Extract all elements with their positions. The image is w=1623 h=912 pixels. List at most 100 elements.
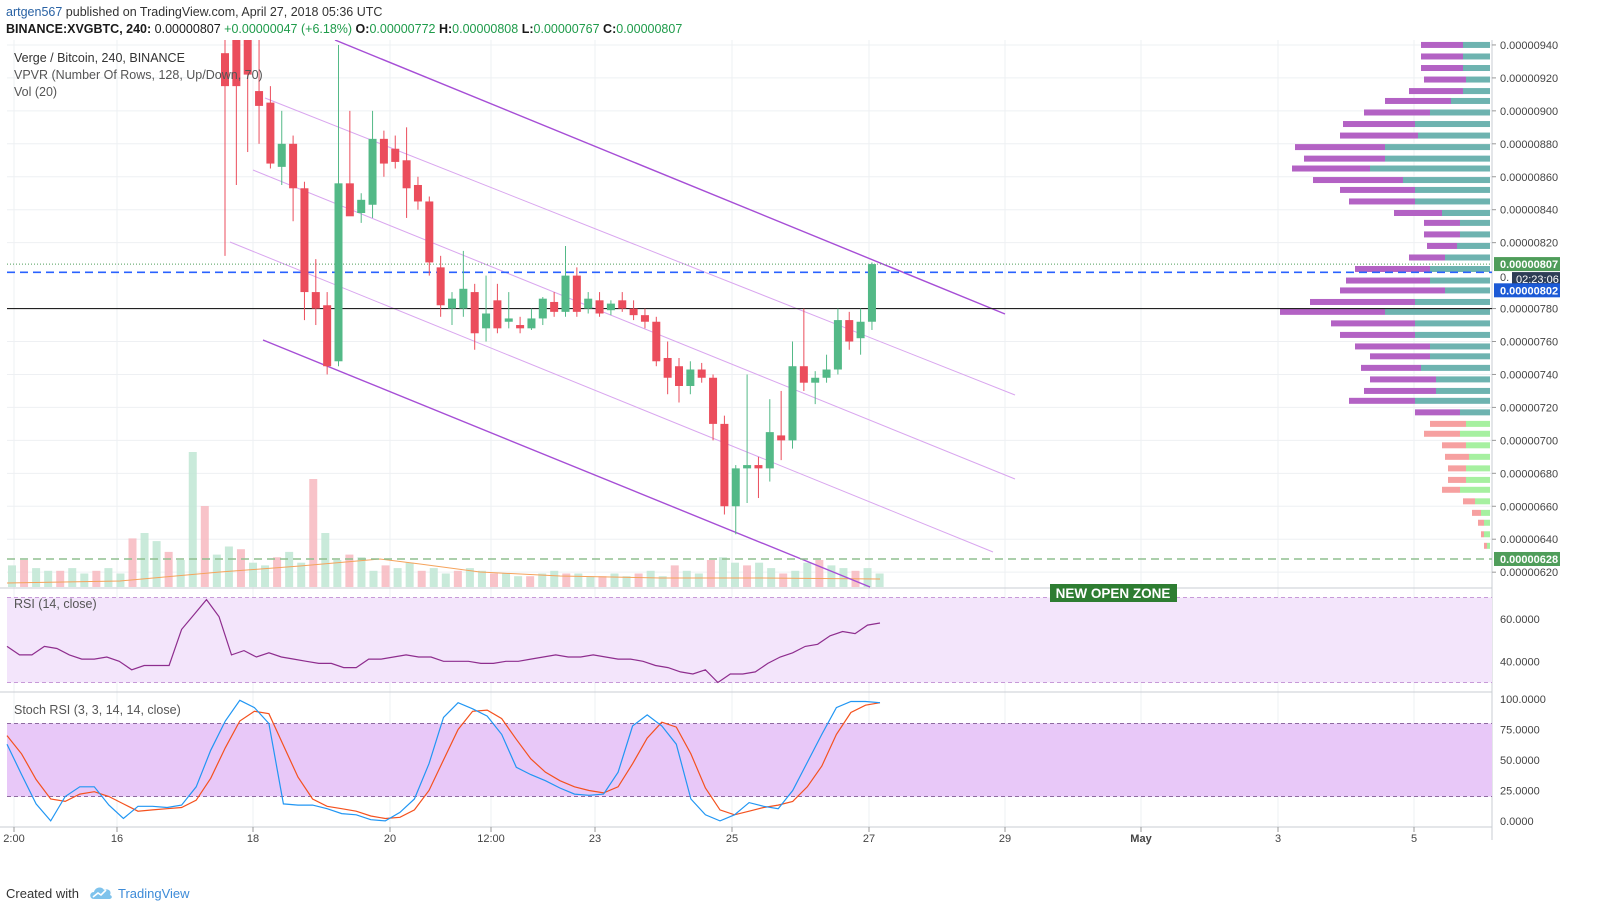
high-label: H: xyxy=(438,22,453,36)
vpvr-up-row xyxy=(1385,144,1490,151)
candle-body xyxy=(482,313,491,329)
volume-bar xyxy=(646,570,655,587)
volume-bar xyxy=(345,554,354,587)
candle-body xyxy=(686,369,695,386)
vpvr-up-row xyxy=(1415,298,1490,305)
volume-bar xyxy=(32,568,41,587)
vpvr-up-row xyxy=(1415,331,1490,338)
time-tick-label: 3 xyxy=(1275,833,1281,845)
vpvr-down-row xyxy=(1349,397,1415,404)
candle-body xyxy=(357,199,366,213)
last-price: 0.00000807 xyxy=(154,22,221,36)
candle-body xyxy=(856,321,865,339)
vpvr-up-row xyxy=(1466,442,1490,449)
candle-body xyxy=(618,300,627,309)
vpvr-down-row xyxy=(1349,198,1415,205)
vpvr-up-row xyxy=(1463,53,1490,60)
volume-bar xyxy=(586,576,595,587)
tradingview-brand-link[interactable]: TradingView xyxy=(118,886,190,901)
rsi-tick-label: 40.0000 xyxy=(1500,656,1540,668)
candle-body xyxy=(504,318,513,322)
volume-bars xyxy=(6,452,884,587)
volume-bar xyxy=(490,573,498,587)
vpvr-down-row xyxy=(1448,465,1466,472)
candle-body xyxy=(731,468,740,507)
candle-body xyxy=(493,300,502,329)
volume-bar xyxy=(381,565,390,587)
ohlc-line: BINANCE:XVGBTC, 240: 0.00000807 +0.00000… xyxy=(6,22,683,36)
last-price-label: 0.00000807 xyxy=(1500,259,1558,271)
vpvr-down-row xyxy=(1424,231,1460,238)
vpvr-up-row xyxy=(1415,320,1490,327)
time-tick-label: 12:00 xyxy=(477,833,505,845)
candle-body xyxy=(777,435,786,441)
candle-body xyxy=(675,366,683,386)
candle xyxy=(289,135,298,222)
candle xyxy=(357,193,366,223)
volume-bar xyxy=(393,568,402,587)
candle-body xyxy=(845,320,854,342)
candle xyxy=(595,292,604,317)
vpvr-down-row xyxy=(1430,420,1466,427)
candle xyxy=(311,259,320,326)
price-tick-label: 0.00000780 xyxy=(1500,304,1558,316)
candle xyxy=(754,456,763,499)
vpvr-up-row xyxy=(1430,277,1490,284)
candle-body xyxy=(470,292,479,334)
vpvr-up-row xyxy=(1403,177,1490,184)
published-text: published on TradingView.com, April 27, … xyxy=(62,5,383,19)
candle-body xyxy=(391,148,400,162)
symbol-label: BINANCE:XVGBTC, 240 xyxy=(6,22,147,36)
volume-bar xyxy=(405,562,414,587)
candle-body xyxy=(277,143,286,167)
volume-bar xyxy=(333,560,342,587)
time-tick-label: 2:00 xyxy=(3,833,24,845)
volume-bar xyxy=(767,568,776,587)
volume-bar xyxy=(803,562,812,587)
volume-bar xyxy=(417,570,426,587)
vpvr-down-row xyxy=(1304,155,1385,162)
candle xyxy=(550,292,559,317)
vpvr-down-row xyxy=(1355,266,1430,273)
candle-body xyxy=(652,321,661,362)
countdown-label: 02:23:06 xyxy=(1516,274,1559,286)
candle xyxy=(368,110,377,218)
candle xyxy=(538,297,547,326)
volume-bar xyxy=(92,570,101,587)
vpvr-up-row xyxy=(1460,409,1490,416)
vpvr-up-row xyxy=(1487,542,1490,549)
vpvr-down-row xyxy=(1292,165,1370,172)
new-open-zone-label: NEW OPEN ZONE xyxy=(1056,586,1171,601)
volume-bar xyxy=(779,573,788,587)
candle-body xyxy=(572,275,581,312)
volume-bar xyxy=(731,562,739,587)
vpvr-up-row xyxy=(1436,376,1490,383)
vpvr-up-row xyxy=(1466,76,1490,83)
stoch-rsi-pane: 100.0000 75.0000 50.0000 25.0000 0.0000 xyxy=(6,694,1546,828)
volume-bar xyxy=(791,570,800,587)
candle xyxy=(345,110,354,217)
volume-bar xyxy=(200,506,209,587)
candle xyxy=(640,308,649,329)
candle-body xyxy=(833,320,842,370)
vpvr-down-row xyxy=(1478,519,1484,526)
vpvr-down-row xyxy=(1409,88,1463,95)
green-level-label: 0.00000628 xyxy=(1500,554,1558,566)
author-link[interactable]: artgen567 xyxy=(6,5,63,19)
vpvr-up-row xyxy=(1415,121,1490,128)
vpvr-down-row xyxy=(1442,486,1460,493)
vpvr-up-row xyxy=(1484,531,1490,538)
volume-bar xyxy=(815,560,824,587)
volume-bar xyxy=(755,562,764,587)
volume-profile xyxy=(1280,41,1490,549)
volume-bar xyxy=(550,570,559,587)
vpvr-up-row xyxy=(1430,353,1490,360)
candle-body xyxy=(663,357,672,378)
stoch-tick-label: 50.0000 xyxy=(1500,755,1540,767)
vpvr-down-row xyxy=(1310,298,1415,305)
created-with-text: Created with xyxy=(6,886,79,901)
volume-bar xyxy=(718,557,727,587)
vpvr-up-row xyxy=(1436,387,1490,394)
candle xyxy=(459,250,468,317)
